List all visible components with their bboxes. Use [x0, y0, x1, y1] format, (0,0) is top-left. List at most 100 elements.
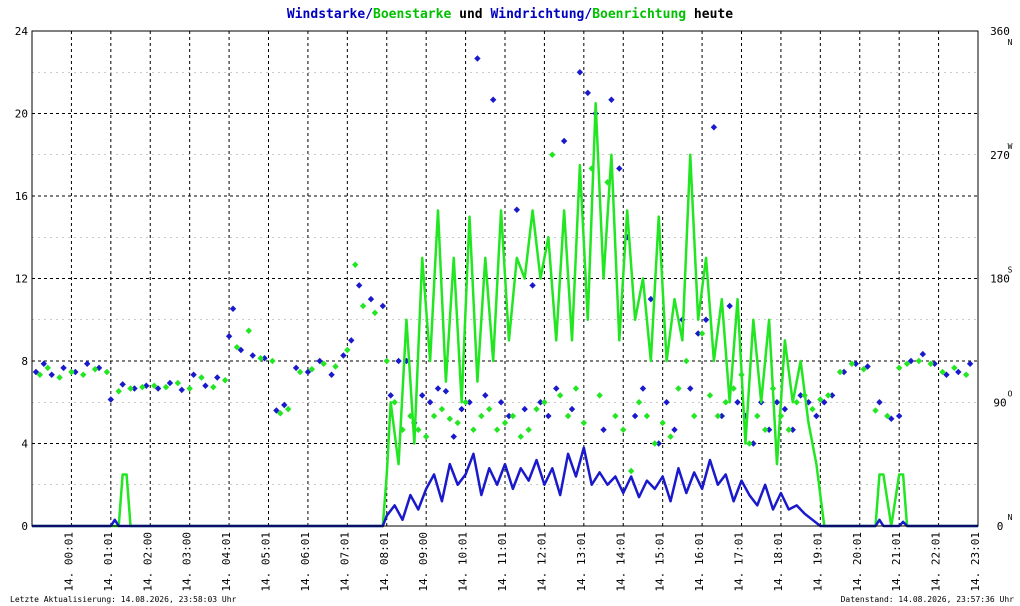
windrichtung-point-85 [797, 392, 804, 399]
boenrichtung-point-39 [446, 415, 454, 422]
title-part-6: Boenrichtung [592, 7, 686, 22]
windrichtung-point-56 [568, 405, 576, 413]
direction-label-0: N [1008, 513, 1013, 522]
windrichtung-point-24 [292, 364, 300, 372]
windrichtung-point-82 [773, 399, 781, 406]
windrichtung-point-49 [513, 206, 521, 213]
boenrichtung-point-85 [809, 405, 816, 413]
windrichtung-point-11 [154, 385, 162, 392]
windrichtung-point-93 [876, 399, 883, 406]
boenrichtung-point-59 [604, 179, 611, 186]
x-tick-label-4: 14. 04:01 [220, 532, 233, 592]
boenrichtung-point-18 [245, 327, 252, 334]
windrichtung-point-97 [919, 350, 927, 358]
title-part-5: / [584, 7, 592, 22]
x-tick-label-20: 14. 20:01 [851, 532, 864, 592]
windrichtung-point-47 [497, 399, 505, 406]
windrichtung-point-2 [48, 371, 55, 378]
windrichtung-point-88 [821, 399, 828, 406]
boenrichtung-point-27 [344, 346, 351, 354]
boenrichtung-point-32 [391, 399, 398, 406]
boenrichtung-point-20 [269, 357, 276, 365]
windrichtung-point-84 [789, 426, 796, 433]
x-tick-label-7: 14. 07:01 [338, 532, 351, 592]
boenrichtung-point-15 [210, 383, 217, 391]
windrichtung-point-14 [190, 371, 197, 378]
boenrichtung-point-73 [714, 412, 722, 420]
boenrichtung-point-60 [612, 412, 619, 420]
series-boenrichtung [36, 151, 970, 475]
boenrichtung-point-22 [285, 405, 292, 413]
boenrichtung-point-16 [221, 377, 229, 384]
windrichtung-point-29 [348, 337, 355, 344]
windrichtung-point-87 [813, 412, 820, 420]
windrichtung-point-96 [907, 357, 915, 365]
boenrichtung-point-89 [848, 360, 856, 367]
title-part-3: und [451, 7, 490, 22]
title-part-7: heute [686, 7, 733, 22]
boenrichtung-point-26 [332, 363, 339, 370]
windrichtung-point-62 [616, 165, 623, 172]
windrichtung-point-48 [505, 412, 513, 420]
boenrichtung-point-35 [415, 426, 422, 433]
windrichtung-point-16 [214, 374, 221, 381]
windrichtung-point-33 [387, 392, 394, 399]
boenrichtung-point-29 [359, 302, 367, 310]
windrichtung-point-83 [781, 405, 789, 413]
y-tick-label-5: 20 [15, 108, 28, 121]
windrichtung-point-65 [639, 385, 647, 392]
windrichtung-point-26 [316, 357, 323, 365]
boenrichtung-point-4 [80, 371, 87, 378]
boenrichtung-point-10 [150, 382, 158, 389]
windrichtung-point-69 [671, 426, 678, 433]
boenrichtung-point-82 [785, 426, 792, 433]
boenrichtung-point-6 [103, 368, 111, 376]
boenrichtung-point-36 [422, 433, 430, 440]
boenrichtung-point-55 [572, 385, 580, 392]
y-tick-label-4: 16 [15, 190, 28, 203]
x-tick-label-16: 14. 16:01 [693, 532, 706, 592]
windrichtung-point-61 [608, 96, 615, 103]
boenrichtung-point-40 [454, 419, 461, 427]
windrichtung-point-54 [553, 385, 560, 392]
windrichtung-point-77 [734, 399, 741, 406]
x-tick-label-18: 14. 18:01 [772, 532, 785, 592]
boenrichtung-point-65 [651, 440, 658, 447]
windrichtung-point-99 [943, 371, 950, 378]
boenrichtung-point-23 [296, 368, 304, 376]
series-windstarke-line [32, 446, 978, 528]
windrichtung-point-81 [765, 426, 773, 433]
chart-title: Windstarke/Boenstarke und Windrichtung/B… [287, 7, 733, 22]
boenrichtung-point-43 [478, 412, 485, 420]
windrichtung-point-37 [419, 392, 426, 399]
windrichtung-point-41 [450, 433, 457, 440]
boenrichtung-point-44 [486, 405, 493, 413]
windrichtung-point-25 [304, 368, 312, 376]
boenrichtung-point-17 [233, 344, 241, 351]
windrichtung-point-21 [261, 355, 268, 362]
windrichtung-point-90 [840, 368, 848, 376]
boenrichtung-point-49 [525, 426, 532, 433]
boenrichtung-point-51 [541, 399, 548, 406]
footer-last-update: Letzte Aktualisierung: 14.08.2026, 23:58… [10, 595, 237, 604]
boenrichtung-point-93 [895, 364, 903, 372]
windrichtung-point-31 [367, 295, 375, 303]
windrichtung-point-28 [340, 352, 347, 359]
x-tick-label-3: 14. 03:00 [181, 532, 194, 592]
boenrichtung-point-42 [470, 426, 477, 433]
windrichtung-point-9 [131, 385, 138, 392]
x-tick-label-6: 14. 06:01 [299, 532, 312, 592]
windrichtung-point-8 [119, 381, 126, 388]
windrichtung-point-98 [931, 360, 938, 367]
windrichtung-point-46 [489, 96, 497, 103]
x-tick-label-14: 14. 14:01 [614, 532, 627, 592]
x-tick-label-15: 14. 15:01 [654, 532, 667, 592]
x-tick-label-22: 14. 22:01 [930, 532, 943, 592]
windrichtung-point-5 [83, 360, 91, 367]
y2-tick-label-0: 0 [997, 520, 1004, 533]
windrichtung-point-17 [225, 333, 233, 340]
y2-tick-label-3: 270 [990, 149, 1010, 162]
windrichtung-point-42 [458, 405, 465, 413]
boenrichtung-point-90 [860, 366, 867, 373]
